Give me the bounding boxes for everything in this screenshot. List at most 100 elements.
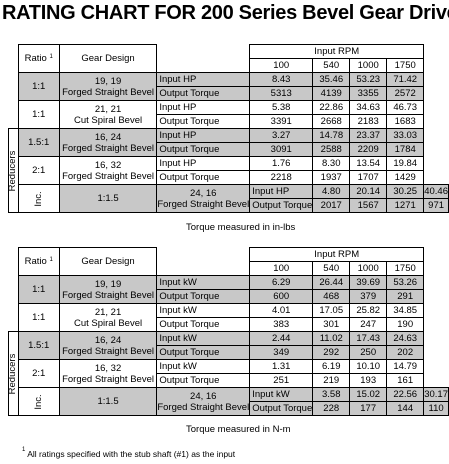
value-cell: 46.73 bbox=[386, 100, 425, 115]
table-row: 2:1 16, 32 Forged Straight Bevel Input kW 1.… bbox=[9, 359, 449, 388]
value-cell: 202 bbox=[386, 345, 425, 360]
value-cell: 34.85 bbox=[386, 303, 425, 318]
ratio-cell: 1.5:1 bbox=[17, 128, 60, 157]
value-cell: 35.46 bbox=[312, 72, 351, 87]
table-row: 1:1 19, 19 Forged Straight Bevel Input kW 6.… bbox=[9, 275, 449, 304]
param-label: Output Torque bbox=[249, 198, 314, 213]
inc-side-label: Inc. bbox=[17, 184, 60, 213]
value-cell: 1567 bbox=[349, 198, 388, 213]
table-row: Inc. 1:1.5 24, 16 Forged Straight Bevel Inpu… bbox=[9, 387, 449, 416]
rating-table-hp: Ratio 1 Gear Design Input RPM 100 540 1000 175… bbox=[8, 44, 449, 213]
value-cell: 190 bbox=[386, 317, 425, 332]
table2-caption: Torque measured in N-m bbox=[186, 424, 291, 435]
table-row: Output Torque 600 468 379 291 bbox=[9, 289, 449, 304]
value-cell: 247 bbox=[349, 317, 388, 332]
value-cell: 17.05 bbox=[312, 303, 351, 318]
value-cell: 34.63 bbox=[349, 100, 388, 115]
value-cell: 26.44 bbox=[312, 275, 351, 290]
ratio-header-label: Ratio bbox=[24, 52, 47, 64]
value-cell: 71.42 bbox=[386, 72, 425, 87]
ratio-cell: 1:1 bbox=[17, 275, 60, 304]
value-cell: 2572 bbox=[386, 86, 425, 101]
reducers-side-label: Reducers bbox=[8, 128, 19, 213]
gear-type: Forged Straight Bevel bbox=[62, 170, 154, 182]
page-title: RATING CHART FOR 200 Series Bevel Gear D… bbox=[2, 2, 449, 24]
param-label: Output Torque bbox=[156, 114, 251, 129]
table-row: Output Torque 251 219 193 161 bbox=[9, 373, 449, 388]
table-row: Reducers 1.5:1 16, 24 Forged Straight Bevel… bbox=[8, 331, 449, 416]
gear-teeth: 19, 19 bbox=[94, 75, 122, 87]
value-cell: 3091 bbox=[249, 142, 314, 157]
gear-type: Forged Straight Bevel bbox=[62, 373, 154, 385]
gear-teeth: 21, 21 bbox=[94, 103, 122, 115]
param-label: Input HP bbox=[156, 156, 251, 171]
gear-design-cell: 16, 32 Forged Straight Bevel bbox=[58, 156, 158, 185]
value-cell: 6.29 bbox=[249, 275, 314, 290]
value-cell: 971 bbox=[423, 198, 449, 213]
gear-design-cell: 19, 19 Forged Straight Bevel bbox=[58, 72, 158, 101]
param-label: Input HP bbox=[249, 184, 314, 199]
value-cell: 2588 bbox=[312, 142, 351, 157]
value-cell: 2209 bbox=[349, 142, 388, 157]
param-label: Input kW bbox=[156, 275, 251, 290]
table1-caption: Torque measured in in-lbs bbox=[186, 222, 296, 233]
side-blank bbox=[9, 276, 19, 304]
value-cell: 1784 bbox=[386, 142, 425, 157]
header-row: Ratio 1 Gear Design Input RPM bbox=[9, 44, 449, 73]
param-label: Input HP bbox=[156, 72, 251, 87]
value-cell: 53.23 bbox=[349, 72, 388, 87]
footnote: 1 All ratings specified with the stub sh… bbox=[22, 447, 235, 459]
value-cell: 14.78 bbox=[312, 128, 351, 143]
ratio-cell: 2:1 bbox=[17, 359, 60, 388]
reducers-side-label: Reducers bbox=[8, 331, 19, 416]
table-row: 1:1 19, 19 Forged Straight Bevel Input HP 8.… bbox=[9, 72, 449, 101]
rpm-value: 540 bbox=[312, 58, 351, 73]
param-header-blank bbox=[157, 45, 250, 73]
side-blank bbox=[9, 73, 19, 101]
table-row: Output Torque 3091 2588 2209 1784 bbox=[9, 142, 449, 157]
value-cell: 4.01 bbox=[249, 303, 314, 318]
value-cell: 1937 bbox=[312, 170, 351, 185]
value-cell: 30.25 bbox=[386, 184, 425, 199]
input-rpm-header: Input RPM bbox=[249, 44, 425, 59]
corner-blank bbox=[9, 45, 19, 73]
value-cell: 15.02 bbox=[349, 387, 388, 402]
value-cell: 3.27 bbox=[249, 128, 314, 143]
rpm-value: 1000 bbox=[349, 261, 388, 276]
value-cell: 20.14 bbox=[349, 184, 388, 199]
value-cell: 10.10 bbox=[349, 359, 388, 374]
ratio-footnote-marker: 1 bbox=[49, 256, 53, 263]
rpm-row: 100 540 1000 1750 bbox=[9, 58, 449, 73]
value-cell: 1.31 bbox=[249, 359, 314, 374]
ratio-cell: 1.5:1 bbox=[17, 331, 60, 360]
value-cell: 144 bbox=[386, 401, 425, 416]
table-row: Output Torque 3391 2668 2183 1683 bbox=[9, 114, 449, 129]
ratio-cell: 1:1 bbox=[17, 100, 60, 129]
value-cell: 13.54 bbox=[349, 156, 388, 171]
value-cell: 17.43 bbox=[349, 331, 388, 346]
value-cell: 4139 bbox=[312, 86, 351, 101]
value-cell: 2183 bbox=[349, 114, 388, 129]
value-cell: 22.86 bbox=[312, 100, 351, 115]
rpm-value: 1750 bbox=[386, 261, 425, 276]
value-cell: 25.82 bbox=[349, 303, 388, 318]
table-row: 2:1 16, 32 Forged Straight Bevel Input HP 1.… bbox=[9, 156, 449, 185]
value-cell: 8.30 bbox=[312, 156, 351, 171]
value-cell: 161 bbox=[386, 373, 425, 388]
value-cell: 5313 bbox=[249, 86, 314, 101]
inc-label-text: Inc. bbox=[32, 190, 44, 207]
ratio-cell: 1:1 bbox=[17, 72, 60, 101]
param-label: Output Torque bbox=[156, 373, 251, 388]
table-row: Output Torque 349 292 250 202 bbox=[9, 345, 449, 360]
value-cell: 219 bbox=[312, 373, 351, 388]
gear-teeth: 16, 32 bbox=[94, 362, 122, 374]
side-blank bbox=[9, 101, 19, 129]
gear-teeth: 24, 16 bbox=[190, 187, 217, 199]
value-cell: 11.02 bbox=[312, 331, 351, 346]
value-cell: 110 bbox=[423, 401, 449, 416]
input-rpm-header: Input RPM bbox=[249, 247, 425, 262]
value-cell: 193 bbox=[349, 373, 388, 388]
gear-type: Forged Straight Bevel bbox=[62, 86, 154, 98]
param-label: Input kW bbox=[249, 387, 314, 402]
value-cell: 8.43 bbox=[249, 72, 314, 87]
